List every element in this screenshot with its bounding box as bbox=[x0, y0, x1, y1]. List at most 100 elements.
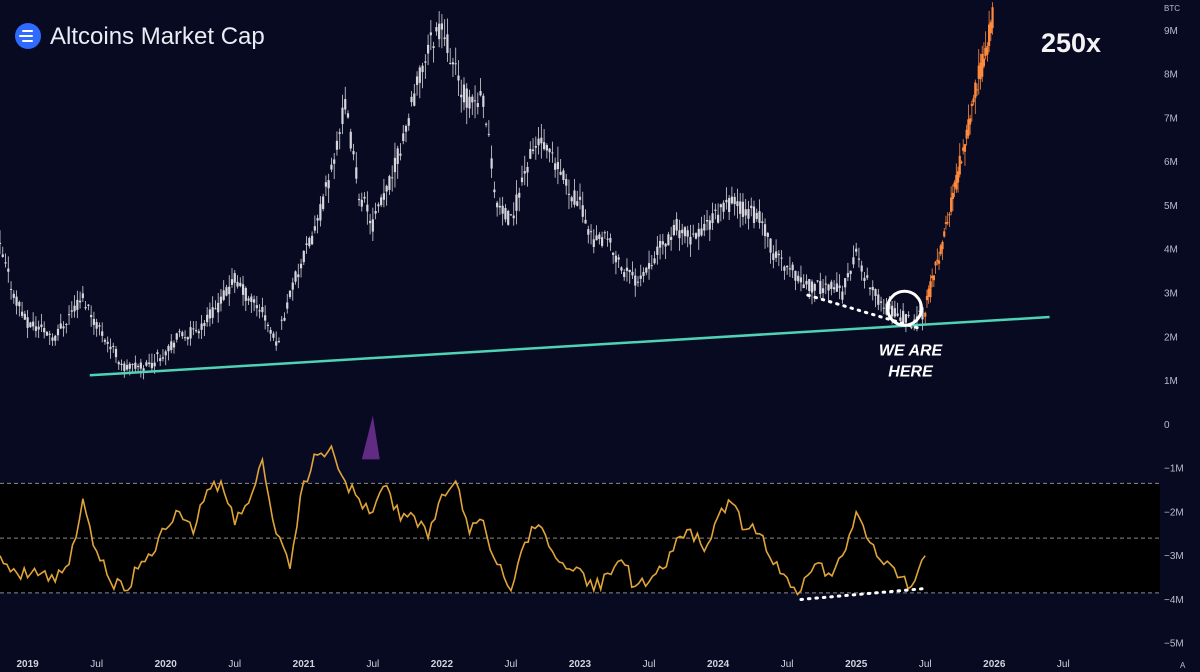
candle-37 bbox=[986, 42, 989, 62]
candle-218 bbox=[598, 232, 601, 245]
candle-249 bbox=[683, 225, 687, 244]
candle-300 bbox=[824, 275, 827, 295]
y-tick-label: 1M bbox=[1164, 376, 1178, 387]
multiplier-label: 250x bbox=[1041, 28, 1101, 58]
candle-237 bbox=[650, 254, 653, 270]
candle-34 bbox=[981, 45, 984, 82]
candle-62 bbox=[167, 344, 170, 361]
candle-35 bbox=[982, 42, 986, 69]
candle-175 bbox=[479, 78, 482, 97]
candle-253 bbox=[694, 232, 698, 240]
candle-6 bbox=[12, 290, 15, 304]
unit-label: BTC bbox=[1164, 4, 1180, 13]
candle-181 bbox=[496, 200, 499, 217]
x-tick-label: 2025 bbox=[845, 659, 868, 670]
candle-310 bbox=[852, 245, 855, 269]
candle-15 bbox=[948, 212, 951, 227]
candle-19 bbox=[48, 330, 51, 345]
candle-82 bbox=[222, 280, 225, 302]
x-tick-label: Jul bbox=[505, 659, 518, 670]
y-tick-label: 8M bbox=[1164, 70, 1178, 81]
candle-73 bbox=[197, 328, 200, 339]
candle-187 bbox=[512, 202, 515, 226]
price-divergence-dotted-line bbox=[806, 293, 920, 330]
candle-240 bbox=[658, 234, 662, 260]
x-tick-label: 2024 bbox=[707, 659, 730, 670]
candle-180 bbox=[493, 181, 496, 199]
candle-77 bbox=[208, 302, 212, 327]
candle-282 bbox=[774, 239, 778, 263]
candle-142 bbox=[388, 174, 391, 195]
candle-143 bbox=[391, 165, 394, 192]
candle-216 bbox=[592, 229, 595, 254]
candle-124 bbox=[338, 128, 341, 150]
candle-61 bbox=[164, 349, 167, 366]
candle-290 bbox=[797, 271, 800, 284]
candle-167 bbox=[457, 60, 460, 97]
candle-67 bbox=[181, 330, 184, 339]
candle-127 bbox=[346, 110, 350, 119]
candle-189 bbox=[518, 187, 521, 212]
candle-176 bbox=[482, 93, 485, 119]
candle-15 bbox=[37, 320, 40, 338]
candle-231 bbox=[634, 268, 637, 297]
candle-191 bbox=[523, 155, 526, 186]
x-tick-label: Jul bbox=[366, 659, 379, 670]
candle-151 bbox=[413, 84, 416, 107]
candle-18 bbox=[45, 331, 49, 337]
candle-36 bbox=[95, 318, 98, 337]
candle-325 bbox=[893, 300, 896, 319]
candle-12 bbox=[943, 227, 946, 238]
candle-266 bbox=[730, 186, 734, 205]
candle-219 bbox=[600, 231, 604, 248]
candle-110 bbox=[299, 258, 303, 278]
candle-153 bbox=[418, 65, 421, 99]
candle-39 bbox=[989, 19, 992, 41]
candle-16 bbox=[950, 186, 953, 216]
candle-9 bbox=[937, 251, 941, 271]
candle-38 bbox=[101, 322, 104, 343]
candle-318 bbox=[874, 288, 877, 308]
candle-31 bbox=[975, 83, 979, 96]
candle-98 bbox=[266, 322, 270, 333]
candle-280 bbox=[769, 238, 772, 264]
candle-29 bbox=[76, 290, 79, 319]
candle-126 bbox=[344, 86, 347, 115]
candle-278 bbox=[763, 218, 767, 249]
candle-195 bbox=[534, 136, 537, 160]
candle-68 bbox=[183, 330, 187, 341]
candle-313 bbox=[860, 260, 863, 281]
price-candles bbox=[0, 11, 924, 380]
support-trendline bbox=[89, 315, 1050, 377]
candle-138 bbox=[377, 202, 380, 213]
candle-115 bbox=[313, 215, 316, 234]
candle-132 bbox=[360, 192, 363, 212]
candle-86 bbox=[233, 270, 236, 293]
candle-214 bbox=[587, 225, 590, 244]
candle-317 bbox=[871, 280, 874, 301]
candle-286 bbox=[786, 265, 789, 275]
candle-63 bbox=[170, 334, 173, 354]
candle-160 bbox=[438, 11, 441, 48]
candle-97 bbox=[264, 305, 267, 330]
candle-220 bbox=[603, 230, 606, 239]
we-are-here-line2: HERE bbox=[888, 363, 934, 380]
candle-194 bbox=[531, 138, 535, 155]
candle-128 bbox=[349, 128, 352, 152]
candle-125 bbox=[341, 94, 344, 135]
candle-66 bbox=[178, 328, 181, 338]
y-tick-label: 2M bbox=[1164, 332, 1178, 343]
candle-159 bbox=[435, 22, 438, 36]
candle-116 bbox=[316, 214, 319, 234]
candle-213 bbox=[584, 209, 587, 224]
candle-106 bbox=[288, 290, 292, 300]
candle-201 bbox=[551, 141, 554, 163]
auto-scale-label: A bbox=[1180, 661, 1186, 670]
candle-279 bbox=[766, 231, 769, 248]
candle-44 bbox=[117, 360, 120, 370]
candle-308 bbox=[846, 262, 850, 282]
candle-329 bbox=[904, 313, 908, 333]
candle-236 bbox=[647, 250, 651, 280]
candle-10 bbox=[23, 310, 26, 321]
